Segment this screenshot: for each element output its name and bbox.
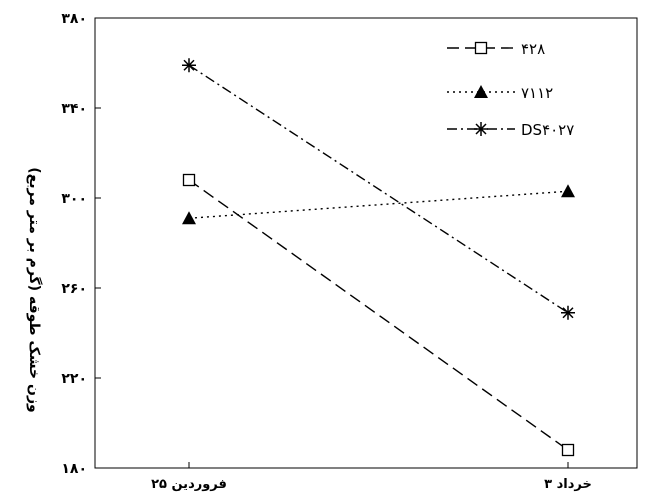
x-tick-label: ۳ خرداد bbox=[544, 477, 592, 492]
series-markers bbox=[182, 58, 575, 457]
square-marker bbox=[561, 443, 575, 457]
asterisk-stroke bbox=[183, 59, 195, 71]
y-tick-label: ۲۶۰ bbox=[61, 281, 87, 297]
triangle-marker bbox=[182, 211, 196, 225]
chart-axes bbox=[94, 17, 638, 469]
asterisk-marker bbox=[182, 58, 196, 73]
y-tick-label: ۳۸۰ bbox=[61, 11, 87, 27]
y-tick-label: ۱۸۰ bbox=[61, 461, 87, 477]
asterisk-stroke bbox=[562, 307, 574, 319]
asterisk-stroke bbox=[475, 123, 487, 135]
triangle-marker bbox=[474, 85, 488, 98]
y-tick-label: ۳۰۰ bbox=[61, 191, 87, 207]
series-line bbox=[188, 179, 569, 451]
chart-legend: ۴۲۸ ۷۱۱۲ DS۴۰۲۷ bbox=[447, 40, 574, 139]
series-line bbox=[188, 64, 569, 314]
y-tick-label: ۲۲۰ bbox=[61, 371, 87, 387]
y-axis-ticks: ۱۸۰ ۲۲۰ ۲۶۰ ۳۰۰ ۳۴۰ ۳۸۰ bbox=[61, 11, 101, 477]
square-marker bbox=[182, 173, 196, 187]
legend-label: ۷۱۱۲ bbox=[521, 84, 553, 102]
x-tick-label: ۲۵ فروردین bbox=[151, 477, 227, 492]
series-lines bbox=[188, 64, 569, 451]
asterisk-marker bbox=[561, 305, 575, 320]
square-marker bbox=[474, 41, 488, 55]
x-axis-labels: ۲۵ فروردین ۳ خرداد bbox=[151, 462, 592, 492]
legend-label: DS۴۰۲۷ bbox=[521, 121, 574, 139]
series-line bbox=[188, 190, 569, 219]
triangle-marker bbox=[561, 184, 575, 198]
asterisk-marker bbox=[474, 122, 488, 136]
y-tick-label: ۳۴۰ bbox=[61, 101, 87, 117]
plot-frame bbox=[94, 17, 638, 469]
legend-label: ۴۲۸ bbox=[521, 40, 545, 58]
y-axis-title: وزن خشک طوقه (گرم بر متر مربع) bbox=[26, 167, 43, 412]
